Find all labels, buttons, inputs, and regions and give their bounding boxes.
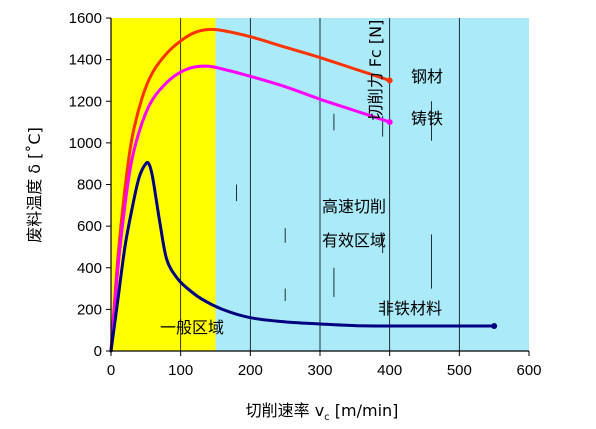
x-tick-label-300: 300 [307,362,332,379]
legend-label-steel: 钢材 [411,67,443,86]
legend-label-cast-iron: 铸铁 [411,109,443,128]
series-line-0 [109,27,392,353]
legend-label-nonferrous: 非铁材料 [378,299,442,318]
y-tick-label-600: 600 [77,218,102,235]
y-tick-label-1600: 1600 [69,10,102,27]
region-label-general: 一般区域 [160,318,224,337]
y-tick-label-1400: 1400 [69,52,102,69]
x-tick-label-100: 100 [168,362,193,379]
series-endpoint-2 [491,323,498,330]
x-tick-label-0: 0 [107,362,115,379]
region-label-high-speed-2: 有效区域 [322,231,386,250]
annotation-lines [235,38,432,302]
series-line-1 [109,64,392,353]
y-tick-label-800: 800 [77,177,102,194]
x-tick-label-400: 400 [377,362,402,379]
y-axis-label: 废料温度 δ [˚C] [25,127,44,243]
y-tick-label-0: 0 [94,343,102,360]
y-tick-label-1000: 1000 [69,135,102,152]
x-axis-label-main: 切削速率 v [246,401,325,420]
y2-axis-label: 切削力 Fc [N] [366,20,385,121]
tick-labels: 0 200 400 600 800 1000 1200 1400 1600 0 100 200 300 4… [69,10,542,379]
x-tick-label-500: 500 [447,362,472,379]
axes [106,17,530,356]
y-tick-label-200: 200 [77,301,102,318]
x-tick-label-200: 200 [238,362,263,379]
x-tick-label-600: 600 [516,362,541,379]
series-lines [109,27,498,353]
region-label-high-speed-1: 高速切削 [322,197,386,216]
x-axis-label-unit: [m/min] [330,401,399,420]
y-tick-label-400: 400 [77,260,102,277]
series-endpoint-0 [386,77,393,84]
x-axis-label-sub: c [324,412,330,423]
series-line-2 [109,160,496,353]
series-endpoint-1 [386,119,393,126]
y-tick-label-1200: 1200 [69,93,102,110]
x-axis-label: 切削速率 vc [m/min] [246,401,399,423]
